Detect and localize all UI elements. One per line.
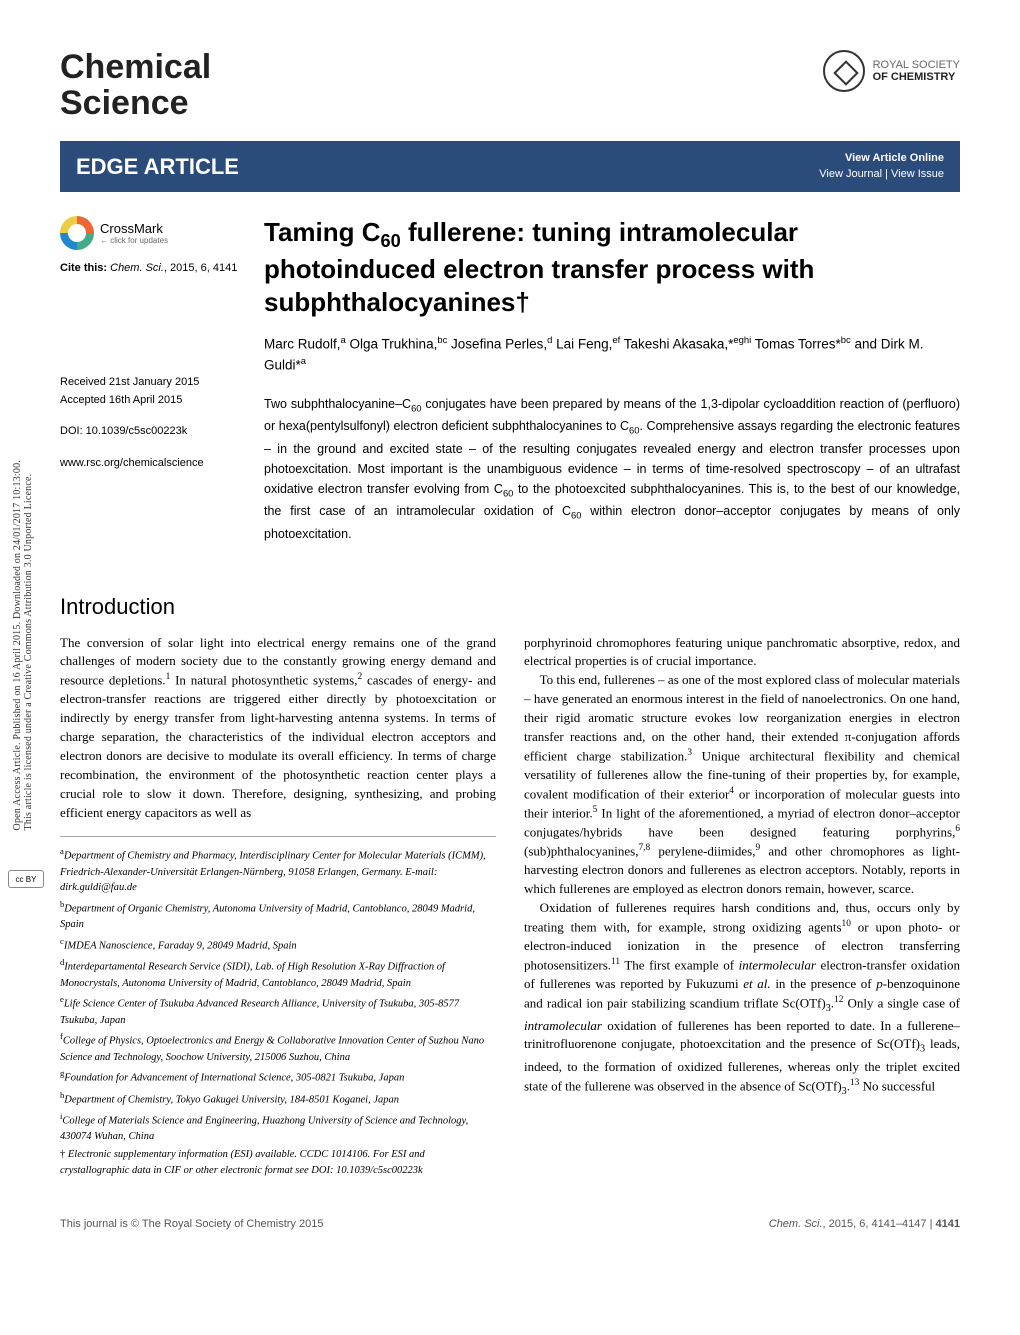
- crossmark-icon: [60, 216, 94, 250]
- page-header: Chemical Science ROYAL SOCIETY OF CHEMIS…: [60, 50, 960, 121]
- author-list: Marc Rudolf,a Olga Trukhina,bc Josefina …: [264, 334, 960, 376]
- cc-by-badge: cc BY: [8, 870, 44, 888]
- doi-block: DOI: 10.1039/c5sc00223k: [60, 423, 238, 441]
- page-citation: Chem. Sci., 2015, 6, 4141–4147 | 4141: [769, 1218, 960, 1230]
- view-links[interactable]: View Article Online View Journal | View …: [819, 151, 944, 182]
- page-footer: This journal is © The Royal Society of C…: [60, 1218, 960, 1230]
- affiliation-line: aDepartment of Chemistry and Pharmacy, I…: [60, 845, 496, 896]
- body-text: The conversion of solar light into elect…: [60, 634, 960, 1179]
- copyright: This journal is © The Royal Society of C…: [60, 1218, 323, 1230]
- affiliation-line: gFoundation for Advancement of Internati…: [60, 1067, 496, 1086]
- affiliation-line: † Electronic supplementary information (…: [60, 1147, 496, 1179]
- article-type-bar: EDGE ARTICLE View Article Online View Jo…: [60, 141, 960, 192]
- publisher-logo: ROYAL SOCIETY OF CHEMISTRY: [823, 50, 960, 92]
- journal-name: Chemical Science: [60, 50, 211, 121]
- rsc-hex-icon: [823, 50, 865, 92]
- journal-url[interactable]: www.rsc.org/chemicalscience: [60, 455, 238, 473]
- affiliations: aDepartment of Chemistry and Pharmacy, I…: [60, 836, 496, 1178]
- affiliation-line: eLife Science Center of Tsukuba Advanced…: [60, 993, 496, 1028]
- affiliation-line: hDepartment of Chemistry, Tokyo Gakugei …: [60, 1089, 496, 1108]
- open-access-sidebar: Open Access Article. Published on 16 Apr…: [12, 460, 34, 830]
- cite-this: Cite this: Chem. Sci., 2015, 6, 4141: [60, 262, 238, 274]
- article-title: Taming C60 fullerene: tuning intramolecu…: [264, 216, 960, 318]
- section-heading-introduction: Introduction: [60, 594, 960, 620]
- affiliation-line: cIMDEA Nanoscience, Faraday 9, 28049 Mad…: [60, 935, 496, 954]
- crossmark-badge[interactable]: CrossMark ← click for updates: [60, 216, 238, 250]
- affiliation-line: fCollege of Physics, Optoelectronics and…: [60, 1030, 496, 1065]
- left-metadata-column: CrossMark ← click for updates Cite this:…: [60, 216, 238, 573]
- abstract: Two subphthalocyanine–C60 conjugates hav…: [264, 394, 960, 544]
- affiliation-line: dInterdepartamental Research Service (SI…: [60, 956, 496, 991]
- affiliation-line: bDepartment of Organic Chemistry, Autono…: [60, 898, 496, 933]
- article-type-label: EDGE ARTICLE: [76, 154, 239, 180]
- dates-block: Received 21st January 2015 Accepted 16th…: [60, 374, 238, 409]
- affiliation-line: iCollege of Materials Science and Engine…: [60, 1110, 496, 1145]
